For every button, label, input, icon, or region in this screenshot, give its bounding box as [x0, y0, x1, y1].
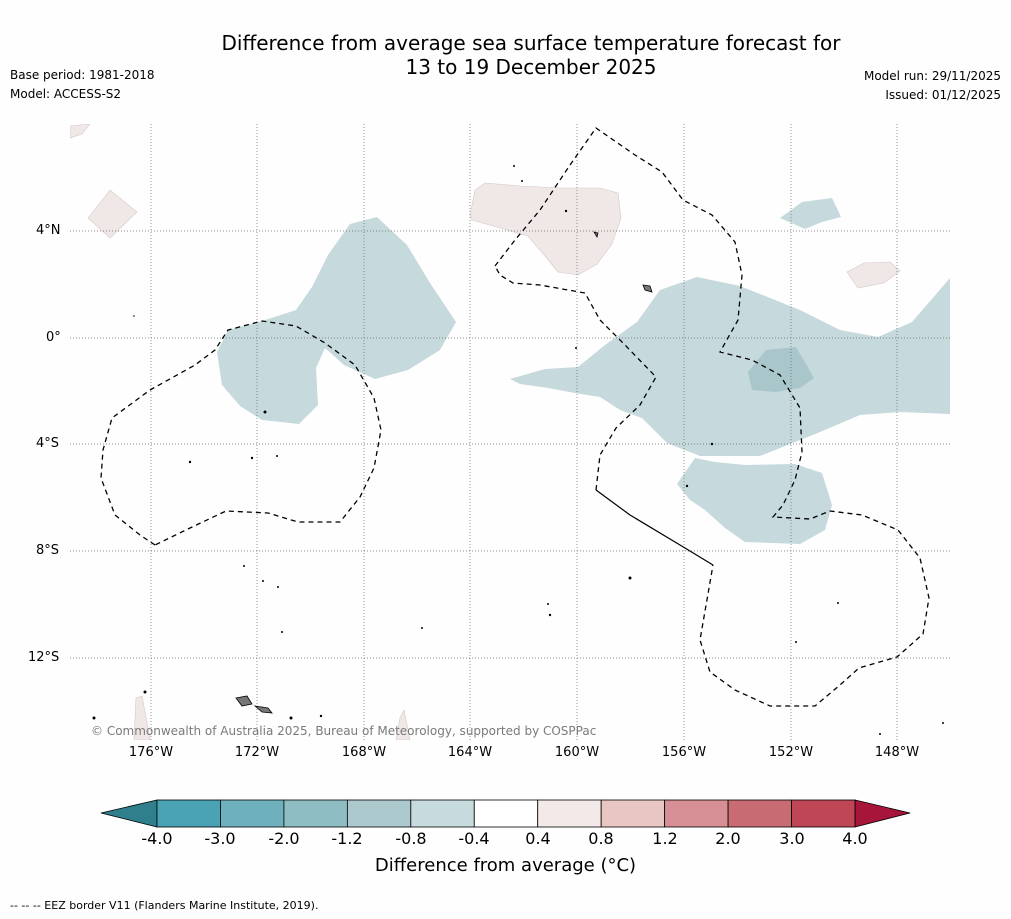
map-title: Difference from average sea surface temp… — [0, 31, 1011, 79]
lon-label-148w: 148°W — [874, 745, 920, 760]
graticule — [70, 124, 950, 740]
warm-anomaly-north — [469, 182, 622, 276]
colorbar-tick: -3.0 — [204, 829, 236, 848]
colorbar-high-extend — [854, 799, 911, 828]
issued-date: Issued: 01/12/2025 — [885, 88, 1001, 102]
warm-anomaly-south-1 — [133, 695, 151, 740]
lat-label-12s: 12°S — [28, 650, 60, 665]
colorbar-tick: -0.4 — [458, 829, 490, 848]
colorbar-segment — [537, 799, 602, 828]
colorbar-tick: 2.0 — [715, 829, 741, 848]
copyright-notice: © Commonwealth of Australia 2025, Bureau… — [91, 724, 597, 738]
colorbar-tick: 0.4 — [525, 829, 551, 848]
colorbar-tick: -1.2 — [331, 829, 363, 848]
lon-label-168w: 168°W — [341, 745, 387, 760]
colorbar-segment — [156, 799, 221, 828]
lon-label-156w: 156°W — [661, 745, 707, 760]
title-line-2: 13 to 19 December 2025 — [405, 55, 657, 79]
cool-anomaly-northeast — [780, 198, 841, 229]
model-run: Model run: 29/11/2025 — [863, 69, 1001, 83]
meta-right: Model run: 29/11/2025 Issued: 01/12/2025 — [864, 67, 1001, 105]
colorbar-tick: -2.0 — [268, 829, 300, 848]
colorbar-segment — [283, 799, 348, 828]
island-small-1 — [593, 231, 599, 239]
island-samoa-1 — [235, 695, 253, 707]
colorbar-tick: 0.8 — [588, 829, 614, 848]
lon-label-152w: 152°W — [768, 745, 814, 760]
lon-label-172w: 172°W — [234, 745, 280, 760]
lat-label-equator: 0° — [46, 330, 61, 345]
eez-border-phoenix — [494, 265, 657, 491]
lat-label-8s: 8°S — [36, 543, 60, 558]
colorbar — [100, 799, 911, 828]
colorbar-segment — [220, 799, 285, 828]
colorbar-label: Difference from average (°C) — [374, 855, 637, 876]
lon-label-176w: 176°W — [128, 745, 174, 760]
island-kiritimati — [642, 284, 653, 293]
cool-anomaly-south — [677, 458, 832, 544]
maritime-boundary — [595, 489, 714, 566]
colorbar-segment — [600, 799, 666, 828]
colorbar-segment — [791, 799, 856, 828]
warm-anomaly-corner — [70, 124, 91, 139]
colorbar-tick: 3.0 — [779, 829, 805, 848]
warm-anomaly-west — [87, 189, 138, 239]
lat-label-4s: 4°S — [36, 436, 60, 451]
cool-anomaly-west — [217, 217, 456, 424]
title-line-1: Difference from average sea surface temp… — [221, 31, 841, 55]
base-period: Base period: 1981-2018 — [10, 68, 155, 82]
meta-left: Base period: 1981-2018 Model: ACCESS-S2 — [10, 66, 155, 104]
colorbar-tick: 4.0 — [842, 829, 868, 848]
warm-anomaly-south-2 — [395, 709, 411, 740]
colorbar-segment — [664, 799, 729, 828]
colorbar-segment — [473, 799, 539, 828]
colorbar-segment — [410, 799, 475, 828]
eez-border-tokelau — [100, 320, 382, 546]
lon-label-164w: 164°W — [447, 745, 493, 760]
colorbar-tick: -0.8 — [395, 829, 427, 848]
island-samoa-2 — [253, 705, 273, 714]
eez-footnote: -- -- -- EEZ border V11 (Flanders Marine… — [10, 899, 319, 912]
cool-anomaly-core — [748, 347, 814, 392]
eez-borders — [100, 127, 930, 707]
colorbar-tick: 1.2 — [652, 829, 678, 848]
model-name: Model: ACCESS-S2 — [10, 87, 122, 101]
islands — [235, 231, 653, 714]
atolls — [92, 165, 944, 735]
colorbar-segment — [727, 799, 792, 828]
eez-border-line-islands — [494, 127, 930, 707]
warm-anomaly-east — [846, 261, 901, 289]
colorbar-low-extend — [100, 799, 158, 828]
colorbar-tick: -4.0 — [141, 829, 173, 848]
lon-label-160w: 160°W — [554, 745, 600, 760]
colorbar-segment — [346, 799, 412, 828]
cool-anomaly-central — [510, 277, 950, 456]
lat-label-4n: 4°N — [36, 223, 61, 238]
